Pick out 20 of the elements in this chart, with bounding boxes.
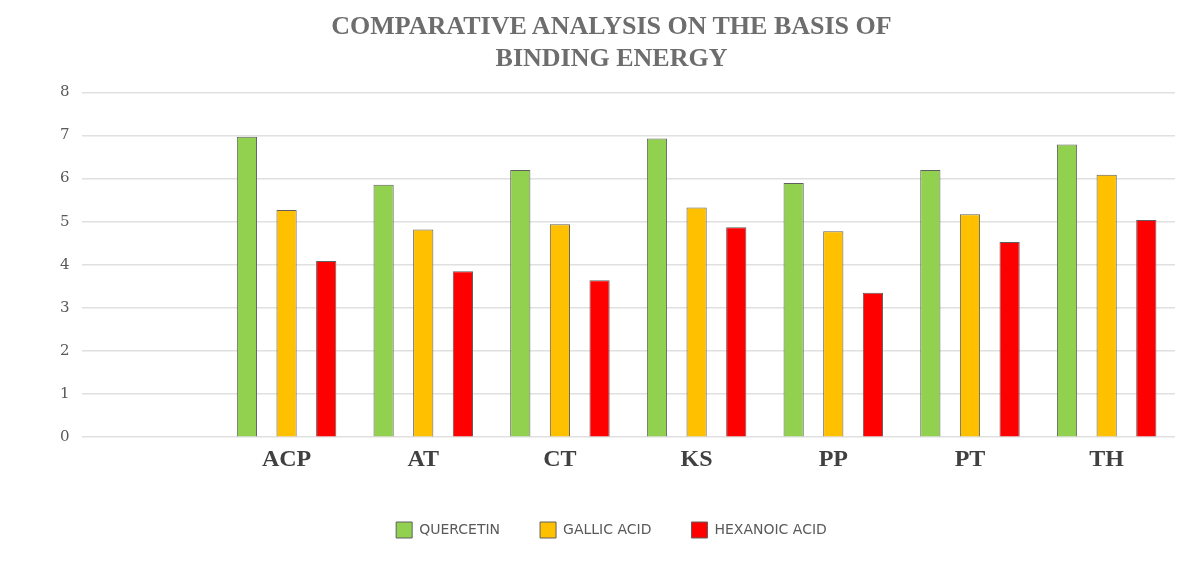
y-tick-label: 2 (60, 340, 70, 359)
y-tick-label: 1 (60, 383, 70, 402)
x-tick-label: AT (407, 444, 440, 471)
legend-label: GALLIC ACID (563, 520, 652, 537)
y-tick-label: 8 (60, 82, 70, 101)
x-tick-label: TH (1089, 444, 1125, 471)
y-tick-label: 6 (60, 168, 70, 187)
legend-label: QUERCETIN (419, 520, 501, 537)
y-tick-label: 5 (60, 211, 70, 230)
x-tick-label: ACP (261, 444, 312, 471)
y-tick-label: 3 (60, 297, 70, 316)
x-tick-label: PT (954, 444, 986, 471)
legend-label: HEXANOIC ACID (714, 520, 827, 537)
y-tick-label: 4 (60, 254, 70, 273)
x-tick-label: PP (818, 444, 848, 471)
y-tick-label: 0 (60, 427, 70, 446)
chart-title: COMPARATIVE ANALYSIS ON THE BASIS OF BINDING ENERGY (331, 11, 892, 72)
x-tick-label: KS (680, 444, 713, 471)
x-tick-label: CT (543, 444, 577, 471)
y-tick-label: 7 (60, 125, 70, 144)
